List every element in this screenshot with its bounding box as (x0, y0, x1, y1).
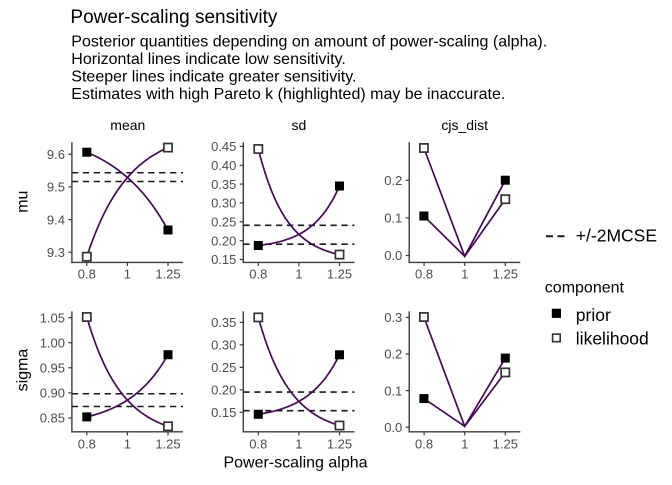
svg-text:cjs_dist: cjs_dist (441, 117, 488, 133)
svg-text:0.90: 0.90 (40, 386, 65, 401)
svg-text:0.15: 0.15 (211, 405, 236, 420)
svg-text:1.00: 1.00 (40, 335, 65, 350)
svg-text:1: 1 (295, 436, 302, 451)
svg-text:1.25: 1.25 (155, 436, 180, 451)
svg-text:0.0: 0.0 (384, 420, 402, 435)
svg-text:1: 1 (124, 267, 131, 282)
svg-text:1: 1 (295, 267, 302, 282)
svg-text:0.30: 0.30 (211, 196, 236, 211)
svg-text:9.5: 9.5 (47, 180, 65, 195)
svg-text:Estimates with high Pareto k (: Estimates with high Pareto k (highlighte… (71, 86, 505, 103)
svg-text:sd: sd (292, 117, 307, 133)
svg-text:mu: mu (15, 191, 32, 213)
svg-text:9.6: 9.6 (47, 147, 65, 162)
svg-text:0.8: 0.8 (415, 436, 433, 451)
svg-text:1.25: 1.25 (493, 436, 518, 451)
svg-text:0.8: 0.8 (249, 267, 267, 282)
svg-text:0.8: 0.8 (249, 436, 267, 451)
svg-text:0.30: 0.30 (211, 338, 236, 353)
svg-text:0.1: 0.1 (384, 383, 402, 398)
svg-text:9.3: 9.3 (47, 245, 65, 260)
svg-text:Horizontal lines indicate low: Horizontal lines indicate low sensitivit… (71, 51, 345, 68)
svg-text:1.25: 1.25 (327, 267, 352, 282)
svg-text:0.40: 0.40 (211, 158, 236, 173)
svg-text:0.35: 0.35 (211, 177, 236, 192)
svg-text:Steeper lines indicate greater: Steeper lines indicate greater sensitivi… (71, 69, 356, 86)
svg-text:component: component (545, 280, 625, 297)
svg-text:1.25: 1.25 (327, 436, 352, 451)
svg-text:0.2: 0.2 (384, 173, 402, 188)
svg-text:0.3: 0.3 (384, 310, 402, 325)
svg-text:9.4: 9.4 (47, 212, 65, 227)
svg-text:0.20: 0.20 (211, 383, 236, 398)
svg-text:mean: mean (110, 117, 145, 133)
svg-text:prior: prior (576, 305, 611, 325)
svg-text:0.45: 0.45 (211, 139, 236, 154)
svg-text:1: 1 (124, 436, 131, 451)
svg-text:0.20: 0.20 (211, 233, 236, 248)
svg-text:+/-2MCSE: +/-2MCSE (576, 226, 657, 246)
svg-text:0.8: 0.8 (415, 267, 433, 282)
svg-text:1.05: 1.05 (40, 310, 65, 325)
svg-text:likelihood: likelihood (576, 328, 649, 348)
svg-text:Posterior quantities depending: Posterior quantities depending on amount… (71, 34, 547, 51)
svg-text:0.85: 0.85 (40, 411, 65, 426)
svg-text:0.25: 0.25 (211, 215, 236, 230)
svg-text:1.25: 1.25 (155, 267, 180, 282)
svg-text:0.8: 0.8 (78, 436, 96, 451)
svg-text:0.35: 0.35 (211, 315, 236, 330)
svg-text:0.2: 0.2 (384, 347, 402, 362)
svg-text:0.95: 0.95 (40, 361, 65, 376)
svg-text:0.1: 0.1 (384, 211, 402, 226)
svg-text:1: 1 (461, 267, 468, 282)
svg-text:1: 1 (461, 436, 468, 451)
svg-text:sigma: sigma (15, 349, 32, 392)
svg-text:0.0: 0.0 (384, 248, 402, 263)
svg-text:0.25: 0.25 (211, 360, 236, 375)
svg-text:Power-scaling sensitivity: Power-scaling sensitivity (70, 7, 277, 28)
svg-text:Power-scaling alpha: Power-scaling alpha (223, 455, 367, 472)
svg-text:1.25: 1.25 (493, 267, 518, 282)
svg-text:0.15: 0.15 (211, 252, 236, 267)
svg-text:0.8: 0.8 (78, 267, 96, 282)
